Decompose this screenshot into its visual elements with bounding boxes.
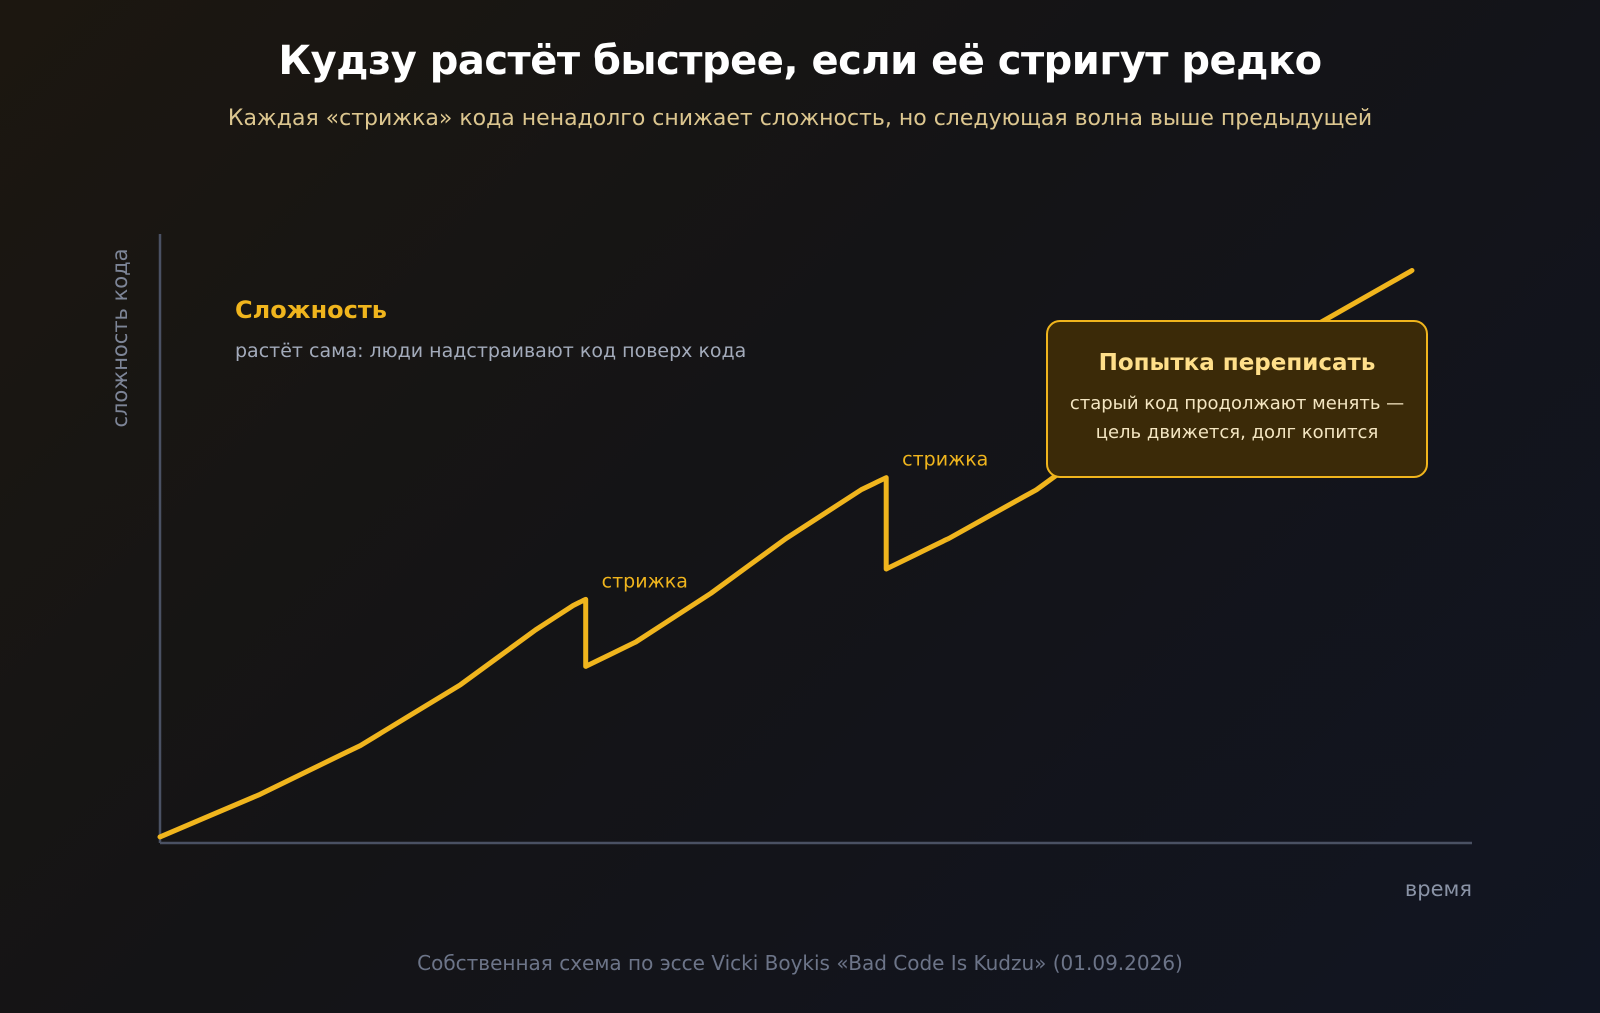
callout-title: Попытка переписать <box>1098 350 1376 376</box>
chart-title: Кудзу растёт быстрее, если её стригут ре… <box>278 38 1322 84</box>
chart-subtitle: Каждая «стрижка» кода ненадолго снижает … <box>227 106 1373 131</box>
series-label: Сложность <box>235 296 387 324</box>
haircut-label-1: стрижка <box>602 570 688 592</box>
y-axis-label: сложность кода <box>108 248 132 428</box>
x-axis-label: время <box>1404 877 1472 901</box>
source-footnote: Собственная схема по эссе Vicki Boykis «… <box>417 951 1183 975</box>
haircut-label-2: стрижка <box>902 449 988 471</box>
callout-text: старый код продолжают менять — цель движ… <box>1069 393 1405 443</box>
series-description: растёт сама: люди надстраивают код повер… <box>235 340 746 362</box>
rewrite-attempt-callout: Попытка переписать старый код продолжают… <box>1046 320 1428 478</box>
